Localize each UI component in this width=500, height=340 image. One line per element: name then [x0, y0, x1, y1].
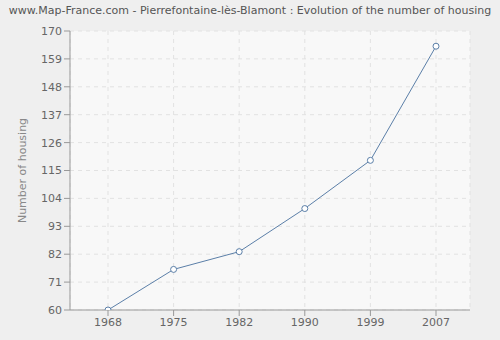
- svg-text:93: 93: [48, 220, 62, 233]
- svg-text:159: 159: [41, 53, 62, 66]
- svg-text:2007: 2007: [422, 316, 450, 329]
- svg-text:60: 60: [48, 304, 62, 317]
- svg-text:1990: 1990: [291, 316, 319, 329]
- svg-text:82: 82: [48, 248, 62, 261]
- svg-text:Number of housing: Number of housing: [16, 118, 29, 223]
- svg-text:1975: 1975: [160, 316, 188, 329]
- svg-text:71: 71: [48, 276, 62, 289]
- svg-text:1999: 1999: [356, 316, 384, 329]
- svg-text:1982: 1982: [225, 316, 253, 329]
- svg-text:115: 115: [41, 164, 62, 177]
- html-text:www.Map-France.com - Pierrefon: www.Map-France.com - Pierrefontaine-lès-…: [8, 4, 492, 17]
- svg-text:126: 126: [41, 137, 62, 150]
- svg-text:170: 170: [41, 25, 62, 38]
- svg-text:137: 137: [41, 109, 62, 122]
- svg-text:148: 148: [41, 81, 62, 94]
- svg-text:1968: 1968: [94, 316, 122, 329]
- svg-text:104: 104: [41, 192, 62, 205]
